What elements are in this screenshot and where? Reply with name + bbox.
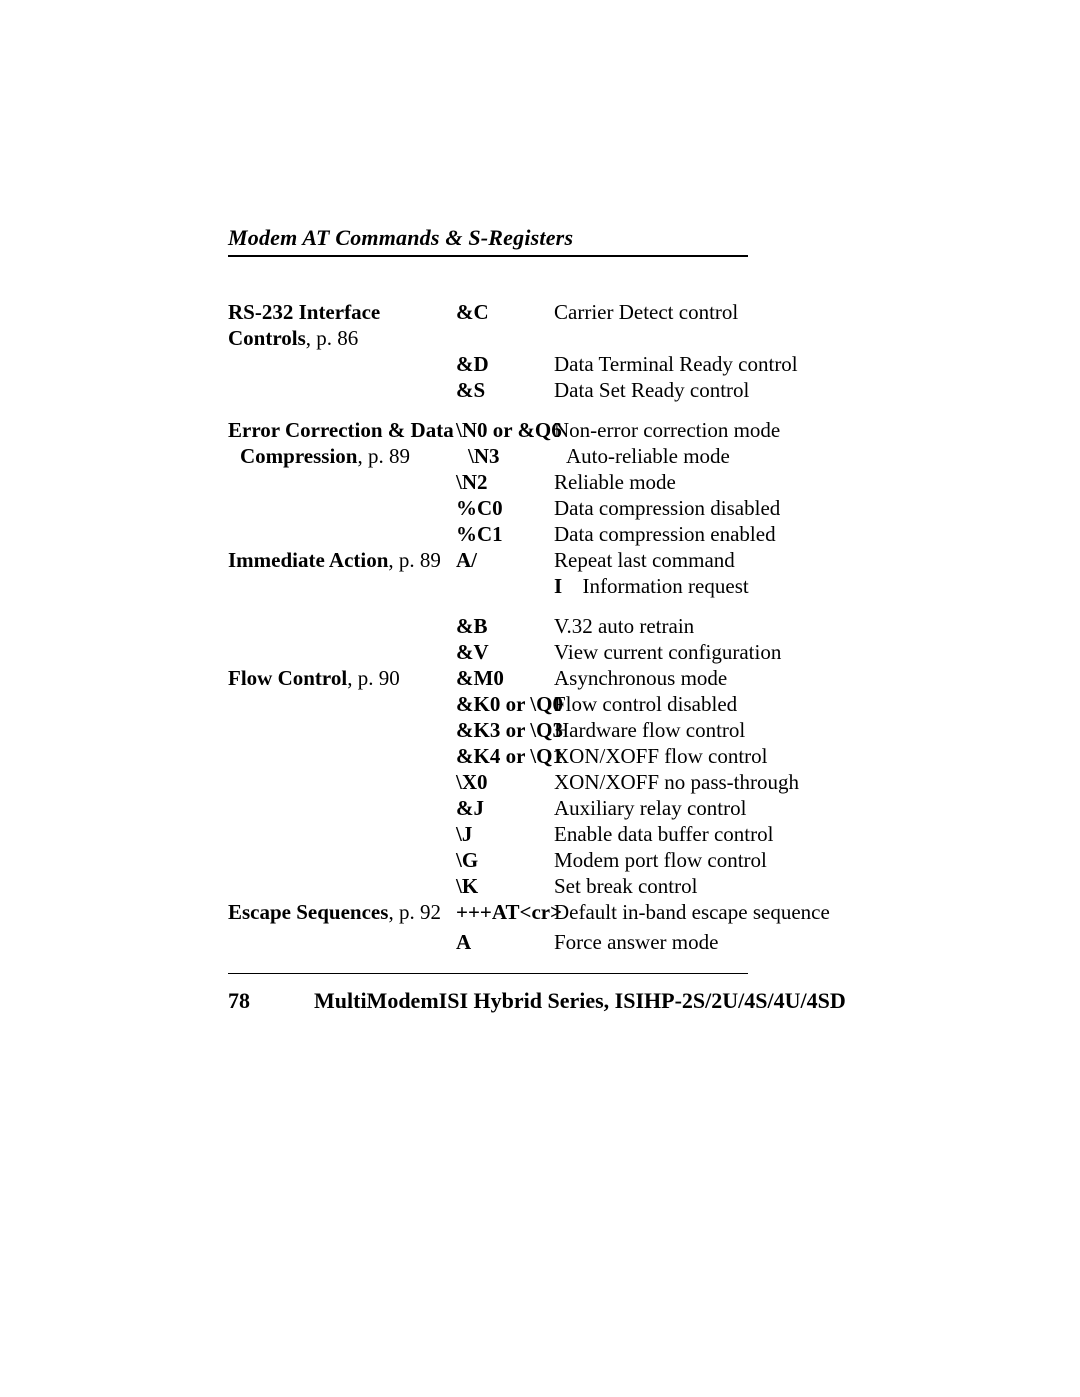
command-desc: V.32 auto retrain [554, 613, 890, 639]
table-row: Immediate Action, p. 89 A/ Repeat last c… [228, 547, 890, 599]
section-header: Modem AT Commands & S-Registers [228, 225, 890, 251]
command-desc: Auxiliary relay control [554, 795, 890, 821]
command-desc: Reliable mode [554, 469, 890, 495]
table-row: \G Modem port flow control [228, 847, 890, 873]
section-page-ref: , p. 92 [388, 900, 441, 924]
table-row: &S Data Set Ready control [228, 377, 890, 403]
table-row: &J Auxiliary relay control [228, 795, 890, 821]
table-row: &B V.32 auto retrain [228, 613, 890, 639]
command-desc: Asynchronous mode [554, 665, 890, 691]
command-desc: Data compression enabled [554, 521, 890, 547]
command-desc: Force answer mode [554, 929, 890, 955]
command-code: I [554, 573, 572, 599]
command-desc: XON/XOFF no pass-through [554, 769, 890, 795]
table-row: Flow Control, p. 90 &M0 Asynchronous mod… [228, 665, 890, 691]
page-footer: 78 MultiModemISI Hybrid Series, ISIHP-2S… [228, 988, 890, 1014]
table-row: \X0 XON/XOFF no pass-through [228, 769, 890, 795]
command-desc: Set break control [554, 873, 890, 899]
command-desc: Enable data buffer control [554, 821, 890, 847]
command-code: &S [456, 377, 554, 403]
section-page-ref: , p. 86 [306, 326, 359, 350]
footer-title: MultiModemISI Hybrid Series, ISIHP-2S/2U… [314, 988, 846, 1014]
table-row: A Force answer mode [228, 929, 890, 955]
header-rule [228, 255, 748, 257]
table-row: \J Enable data buffer control [228, 821, 890, 847]
command-desc: XON/XOFF flow control [554, 743, 890, 769]
command-code: &D [456, 351, 554, 377]
command-desc: Information request [583, 574, 749, 598]
command-desc: View current configuration [554, 639, 890, 665]
table-row: RS-232 Interface Controls, p. 86 &C Carr… [228, 299, 890, 351]
table-row: \K Set break control [228, 873, 890, 899]
command-code: \G [456, 847, 554, 873]
command-desc: Flow control disabled [554, 691, 890, 717]
table-row: Error Correction & Data \N0 or &Q6 Non-e… [228, 417, 890, 443]
command-desc: Modem port flow control [554, 847, 890, 873]
page: Modem AT Commands & S-Registers RS-232 I… [0, 0, 1080, 1397]
command-code: &C [456, 299, 554, 325]
table-row: &K0 or \Q0 Flow control disabled [228, 691, 890, 717]
command-desc: Data Terminal Ready control [554, 351, 890, 377]
section-page-ref: , p. 90 [347, 666, 400, 690]
command-code: \J [456, 821, 554, 847]
command-desc: Repeat last command [554, 548, 735, 572]
command-code: \X0 [456, 769, 554, 795]
command-desc: Data compression disabled [554, 495, 890, 521]
command-table: RS-232 Interface Controls, p. 86 &C Carr… [228, 299, 890, 955]
command-desc: Carrier Detect control [554, 299, 890, 325]
command-code: &B [456, 613, 554, 639]
command-desc: Default in-band escape sequence [554, 899, 890, 925]
command-code: &V [456, 639, 554, 665]
command-code: A [456, 929, 554, 955]
command-code: &J [456, 795, 554, 821]
section-title: Compression [240, 444, 357, 468]
table-row: &K3 or \Q3 Hardware flow control [228, 717, 890, 743]
table-row: &V View current configuration [228, 639, 890, 665]
table-row: %C0 Data compression disabled [228, 495, 890, 521]
command-desc: Hardware flow control [554, 717, 890, 743]
footer-rule [228, 973, 748, 974]
section-title: Flow Control [228, 666, 347, 690]
section-title: Immediate Action [228, 548, 388, 572]
table-row: \N2 Reliable mode [228, 469, 890, 495]
command-code: %C0 [456, 495, 554, 521]
command-desc: Data Set Ready control [554, 377, 890, 403]
section-title: Error Correction & Data [228, 418, 454, 442]
section-page-ref: , p. 89 [357, 444, 410, 468]
table-row: Compression, p. 89 \N3 Auto-reliable mod… [228, 443, 890, 469]
command-code: %C1 [456, 521, 554, 547]
command-code: \K [456, 873, 554, 899]
page-number: 78 [228, 988, 314, 1014]
section-title: Escape Sequences [228, 900, 388, 924]
command-desc: Non-error correction mode [554, 417, 890, 443]
table-row: &D Data Terminal Ready control [228, 351, 890, 377]
table-row: &K4 or \Q1 XON/XOFF flow control [228, 743, 890, 769]
table-row: %C1 Data compression enabled [228, 521, 890, 547]
command-desc: Auto-reliable mode [566, 443, 890, 469]
command-code: \N2 [456, 469, 554, 495]
command-code: A/ [456, 547, 554, 573]
command-code: \N3 [468, 443, 566, 469]
section-page-ref: , p. 89 [388, 548, 441, 572]
command-code: &M0 [456, 665, 554, 691]
table-row: Escape Sequences, p. 92 +++AT<cr> Defaul… [228, 899, 890, 925]
